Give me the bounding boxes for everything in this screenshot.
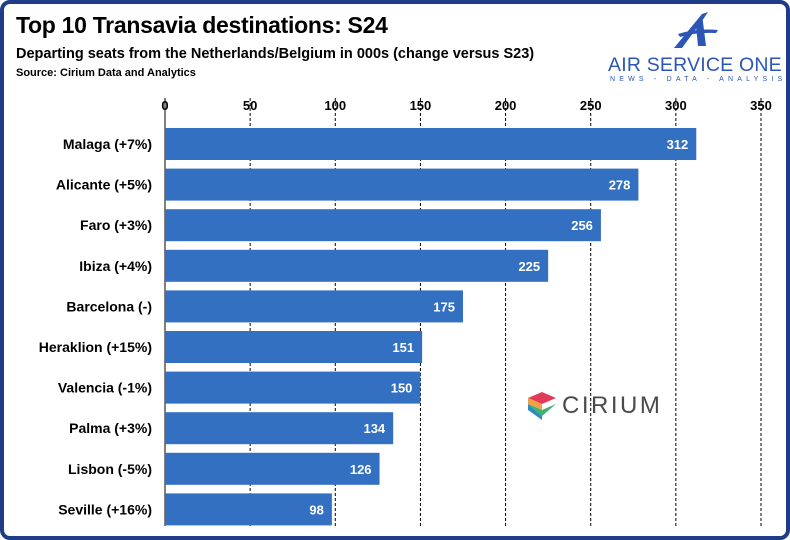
bar [165,371,421,404]
x-tick-label: 50 [243,98,257,113]
x-axis-tick-labels: 0 50 100 150 200 250 300 350 [161,98,771,113]
category-label: Valencia (-1%) [58,380,152,396]
x-tick-label: 150 [410,98,432,113]
category-label: Lisbon (-5%) [68,461,152,477]
bar-value-label: 175 [433,299,455,314]
bars [165,128,697,526]
bar [165,493,332,526]
bar [165,331,423,363]
chart-title: Top 10 Transavia destinations: S24 [16,12,388,38]
category-label: Palma (+3%) [69,420,152,436]
x-tick-label: 200 [495,98,517,113]
air-service-one-name: AIR SERVICE ONE [608,54,782,76]
x-tick-label: 0 [161,98,168,113]
bar-value-label: 151 [392,340,414,355]
bar [165,128,697,160]
plane-logo-icon [674,12,718,48]
category-label: Barcelona (-) [66,298,152,314]
x-tick-label: 250 [580,98,602,113]
category-label: Alicante (+5%) [56,177,152,193]
bar [165,452,380,485]
bar [165,412,394,445]
bar [165,168,639,201]
bar-value-label: 312 [667,137,689,152]
air-service-one-tagline: NEWS - DATA - ANALYSIS [610,76,787,83]
cirium-logo: CIRIUM [526,386,666,426]
chart-source: Source: Cirium Data and Analytics [16,67,196,79]
category-label: Ibiza (+4%) [79,258,152,274]
chart-subtitle: Departing seats from the Netherlands/Bel… [16,46,535,62]
x-tick-label: 350 [750,98,772,113]
category-label: Seville (+16%) [58,501,152,517]
bar-value-label: 256 [571,218,593,233]
category-label: Faro (+3%) [80,217,152,233]
category-label: Heraklion (+15%) [39,339,152,355]
cirium-name: CIRIUM [562,392,663,419]
x-tick-label: 100 [324,98,346,113]
bar-value-label: 150 [391,381,413,396]
bar [165,290,463,323]
value-labels: 312 278 256 225 175 151 150 134 126 98 [309,137,688,517]
bar-value-label: 278 [609,178,631,193]
bar-chart: 0 50 100 150 200 250 300 350 Malaga (+7%) Alican… [39,98,772,526]
bar-value-label: 225 [518,259,540,274]
bar-value-label: 134 [363,421,385,436]
cirium-logo-icon [528,392,556,420]
air-service-one-logo: AIR SERVICE ONE NEWS - DATA - ANALYSIS [604,10,784,90]
x-tick-label: 300 [665,98,687,113]
bar-value-label: 98 [309,502,323,517]
category-label: Malaga (+7%) [63,136,152,152]
bar [165,249,549,282]
category-labels: Malaga (+7%) Alicante (+5%) Faro (+3%) Ibiz… [39,136,152,517]
bar [165,209,601,242]
bar-value-label: 126 [350,462,372,477]
